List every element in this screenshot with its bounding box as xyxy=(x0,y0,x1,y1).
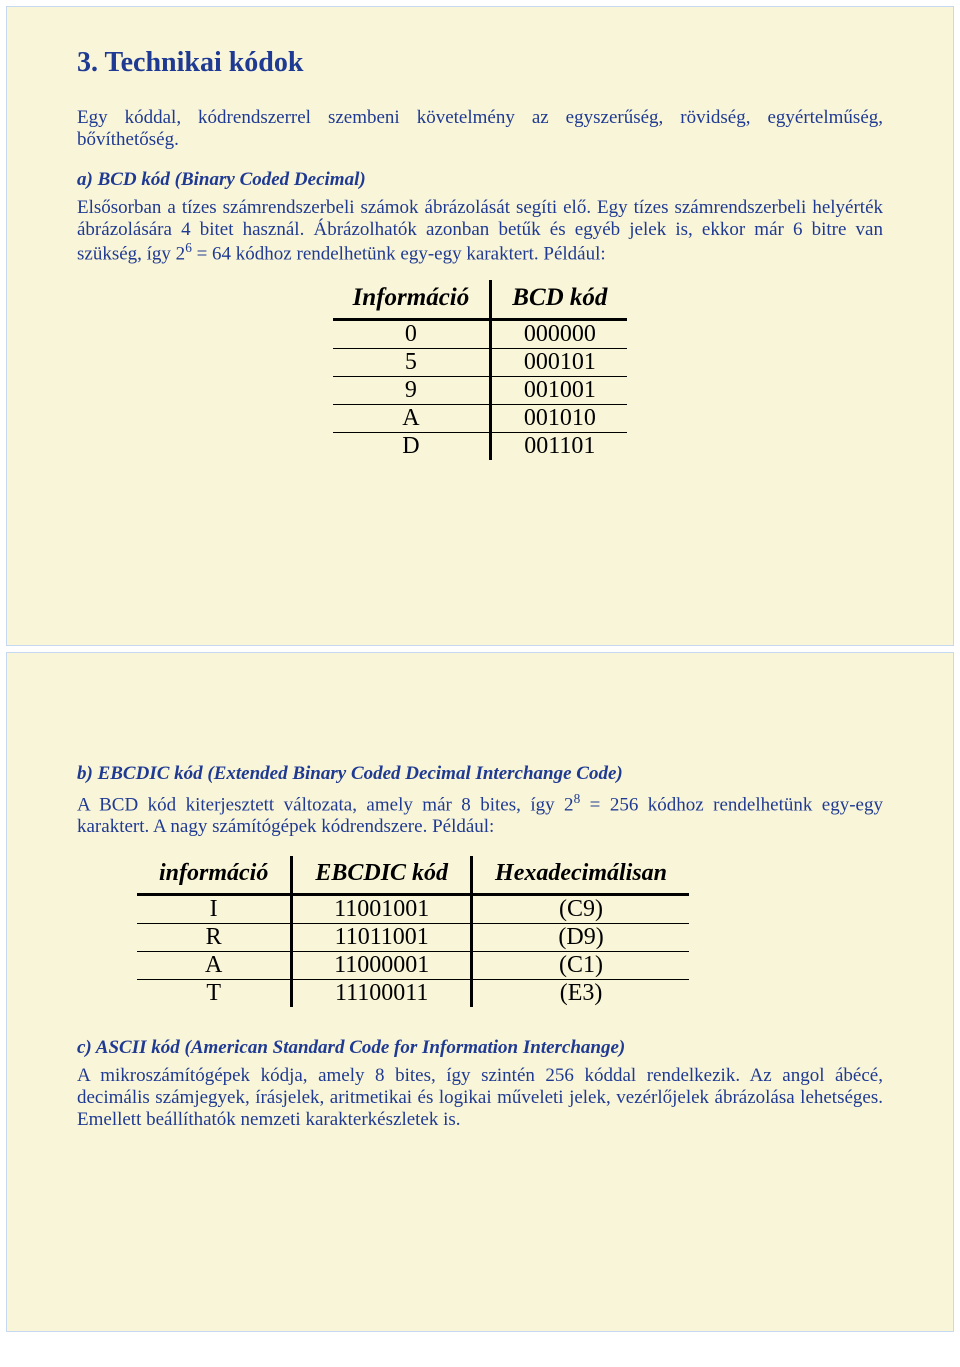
table-header-row: Információ BCD kód xyxy=(333,280,628,320)
table-header-row: információ EBCDIC kód Hexadecimálisan xyxy=(137,856,689,895)
table-row: I 11001001 (C9) xyxy=(137,895,689,924)
bcd-heading: a) BCD kód (Binary Coded Decimal) xyxy=(77,169,883,191)
cell-bcd: 000000 xyxy=(491,319,628,348)
cell-hex: (C9) xyxy=(472,895,689,924)
ebcdic-table: információ EBCDIC kód Hexadecimálisan I … xyxy=(137,856,689,1007)
col-header-info: információ xyxy=(137,856,292,895)
bcd-table: Információ BCD kód 0 000000 5 000101 9 0… xyxy=(333,280,628,460)
cell-info: A xyxy=(333,404,491,432)
cell-bcd: 001010 xyxy=(491,404,628,432)
cell-ebcdic: 11000001 xyxy=(292,952,472,980)
cell-bcd: 000101 xyxy=(491,348,628,376)
ebcdic-paragraph: A BCD kód kiterjesztett változata, amely… xyxy=(77,791,883,838)
cell-info: 5 xyxy=(333,348,491,376)
table-row: 0 000000 xyxy=(333,319,628,348)
cell-ebcdic: 11011001 xyxy=(292,924,472,952)
cell-info: I xyxy=(137,895,292,924)
cell-ebcdic: 11001001 xyxy=(292,895,472,924)
cell-bcd: 001001 xyxy=(491,376,628,404)
cell-info: A xyxy=(137,952,292,980)
table-row: 9 001001 xyxy=(333,376,628,404)
page-title: 3. Technikai kódok xyxy=(77,47,883,79)
slide-2: b) EBCDIC kód (Extended Binary Coded Dec… xyxy=(6,652,954,1332)
cell-ebcdic: 11100011 xyxy=(292,980,472,1008)
table-row: D 001101 xyxy=(333,432,628,460)
cell-info: 0 xyxy=(333,319,491,348)
table-row: A 11000001 (C1) xyxy=(137,952,689,980)
col-header-bcd: BCD kód xyxy=(491,280,628,320)
ascii-section: c) ASCII kód (American Standard Code for… xyxy=(77,1037,883,1131)
slide-1: 3. Technikai kódok Egy kóddal, kódrendsz… xyxy=(6,6,954,646)
table-row: 5 000101 xyxy=(333,348,628,376)
cell-info: T xyxy=(137,980,292,1008)
intro-paragraph: Egy kóddal, kódrendszerrel szembeni köve… xyxy=(77,107,883,151)
table-row: T 11100011 (E3) xyxy=(137,980,689,1008)
cell-hex: (E3) xyxy=(472,980,689,1008)
bcd-paragraph: Elsősorban a tízes számrendszerbeli szám… xyxy=(77,197,883,266)
cell-bcd: 001101 xyxy=(491,432,628,460)
cell-info: D xyxy=(333,432,491,460)
ascii-paragraph: A mikroszámítógépek kódja, amely 8 bites… xyxy=(77,1065,883,1131)
table-row: R 11011001 (D9) xyxy=(137,924,689,952)
ebcdic-heading: b) EBCDIC kód (Extended Binary Coded Dec… xyxy=(77,763,883,785)
col-header-info: Információ xyxy=(333,280,491,320)
cell-info: R xyxy=(137,924,292,952)
cell-hex: (D9) xyxy=(472,924,689,952)
cell-info: 9 xyxy=(333,376,491,404)
col-header-hex: Hexadecimálisan xyxy=(472,856,689,895)
ascii-heading: c) ASCII kód (American Standard Code for… xyxy=(77,1037,883,1059)
table-row: A 001010 xyxy=(333,404,628,432)
cell-hex: (C1) xyxy=(472,952,689,980)
col-header-ebcdic: EBCDIC kód xyxy=(292,856,472,895)
